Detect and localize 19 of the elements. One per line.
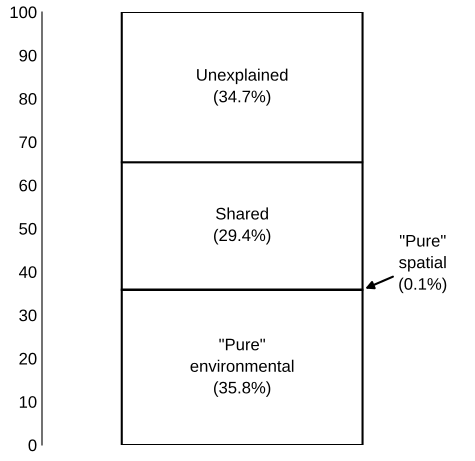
y-tick-label: 40 [18, 266, 36, 278]
series-label: Unexplained [197, 68, 288, 84]
data-label: (35.8%) [214, 381, 270, 397]
y-tick-label: 60 [19, 180, 36, 192]
data-label: (29.4%) [214, 228, 270, 244]
series-label: Shared [216, 207, 268, 220]
y-tick-label: 20 [19, 352, 36, 365]
data-label: (0.1%) [399, 278, 446, 294]
y-tick-label: 70 [19, 136, 36, 148]
y-tick-label: 10 [20, 396, 36, 408]
y-tick-label: 30 [19, 310, 36, 322]
y-tick-label: 80 [19, 93, 36, 105]
y-tick-label: 90 [19, 50, 36, 62]
text: "Pure" spatial [399, 235, 446, 272]
data-label: (34.7%) [214, 90, 270, 106]
series-label: "Pure" environmental [190, 338, 294, 372]
y-tick-label: 100 [10, 6, 36, 18]
y-tick-label: 50 [19, 222, 36, 235]
y-tick-label: 0 [28, 439, 36, 452]
